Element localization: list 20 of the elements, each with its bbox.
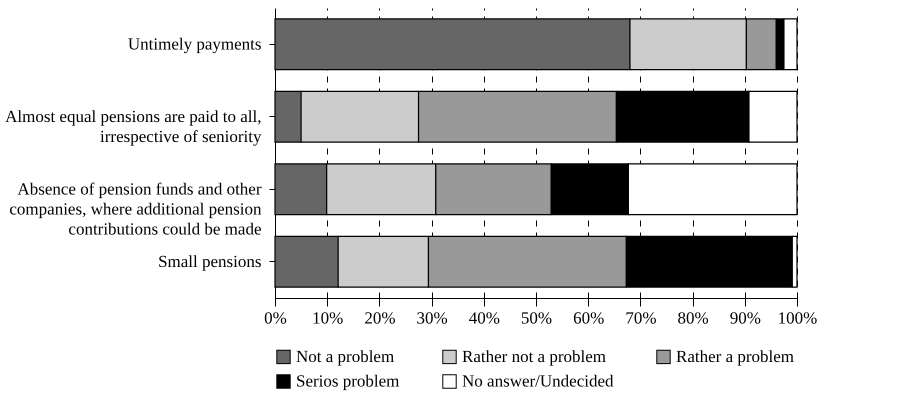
x-tick-label: 80% (678, 308, 709, 328)
legend-label: Not a problem (296, 346, 394, 366)
y-tick-label: Small pensions (158, 252, 262, 271)
y-tick-label: Almost equal pensions are paid to all, irrespective of seniority (5, 106, 262, 146)
legend-label: No answer/Undecided (462, 372, 614, 390)
y-tick-label: Untimely payments (128, 34, 262, 54)
legend-label: Serios problem (296, 372, 400, 390)
x-tick-label: 0% (264, 308, 287, 328)
y-tick-label: Absence of pension funds and other companies, where additional pension contributions could be made (9, 179, 262, 238)
x-tick-label: 10% (312, 308, 344, 328)
x-tick-label: 90% (730, 308, 761, 328)
legend-label: Rather not a problem (462, 346, 606, 366)
legend-label: Rather a problem (676, 346, 794, 366)
x-tick-label: 60% (573, 308, 604, 328)
x-tick-label: 40% (468, 308, 500, 328)
x-tick-label: 70% (625, 308, 656, 328)
x-tick-label: 30% (416, 308, 448, 328)
x-tick-label: 100% (778, 308, 818, 328)
x-tick-label: 50% (520, 308, 552, 328)
x-tick-label: 20% (364, 308, 396, 328)
